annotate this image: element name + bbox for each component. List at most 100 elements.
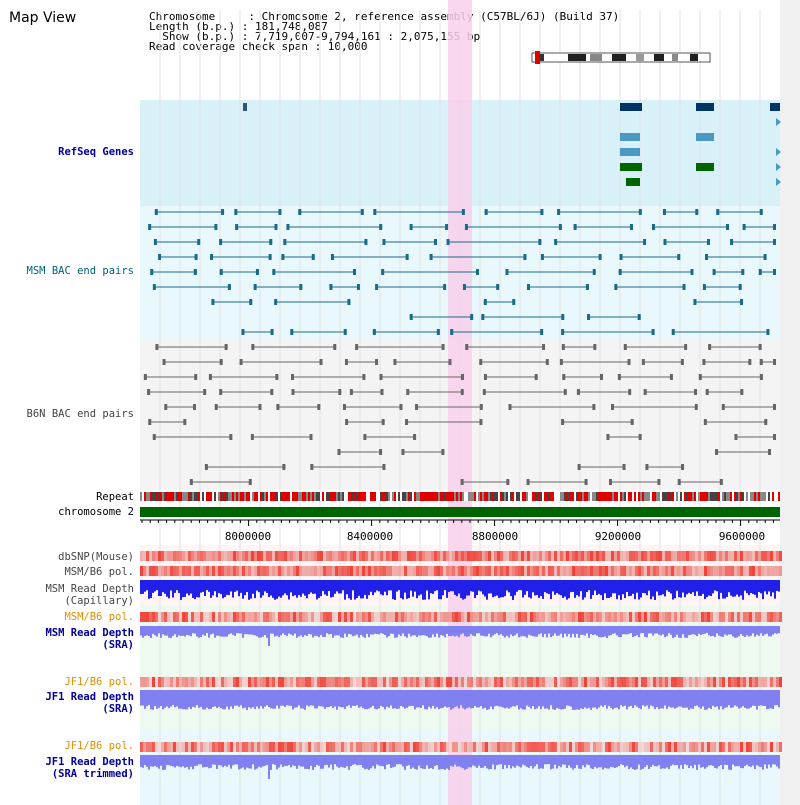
msm-b6-pol-cell	[305, 612, 308, 622]
jf1-sra-depth-bar	[358, 690, 360, 708]
msm-capillary-depth-bar	[470, 580, 472, 592]
jf1-sra-depth-bar	[762, 690, 764, 706]
track-label-jf1-b6-pol[interactable]: JF1/B6 pol.	[64, 676, 134, 688]
msm-sra-depth-bar	[778, 626, 780, 634]
jf1-sra-depth-bar	[332, 690, 334, 709]
jf1-b6-pol-cell	[146, 677, 149, 687]
track-label-msm-bac[interactable]: MSM BAC end pairs	[26, 265, 134, 277]
jf1-b6-pol-cell	[770, 742, 773, 752]
repeat-element	[294, 492, 296, 501]
repeat-element	[358, 492, 360, 501]
repeat-element	[192, 492, 194, 501]
msm-bac-end	[211, 299, 215, 305]
jf1-trimmed-depth-bar	[676, 755, 678, 766]
jf1-trimmed-depth-bar	[502, 755, 504, 770]
jf1-sra-depth-bar	[616, 690, 618, 708]
track-label-msm-depth-sra[interactable]: MSM Read Depth (SRA)	[45, 627, 134, 651]
msm-capillary-depth-bar	[750, 580, 752, 593]
repeat-element	[760, 492, 762, 501]
msm-capillary-depth-bar	[206, 580, 208, 591]
dbsnp-cell	[152, 551, 155, 561]
b6n-bac-end	[291, 374, 295, 380]
msm-sra-depth-bar	[304, 626, 306, 636]
msm-sra-depth-bar	[298, 626, 300, 637]
b6n-bac-end	[542, 344, 546, 350]
repeat-element	[378, 492, 380, 501]
b6n-bac-end	[219, 359, 223, 365]
dbsnp-cell	[422, 551, 425, 561]
msm-sra-depth-bar	[292, 626, 294, 636]
track-label-dbsnp[interactable]: dbSNP(Mouse)	[58, 551, 134, 563]
msm-sra-depth-bar	[652, 626, 654, 636]
track-label-refseq[interactable]: RefSeq Genes	[58, 146, 134, 158]
jf1-sra-depth-bar	[356, 690, 358, 706]
track-label-chromosome[interactable]: chromosome 2	[58, 506, 134, 518]
jf1-sra-depth-bar	[726, 690, 728, 708]
track-label-repeat[interactable]: Repeat	[96, 491, 134, 503]
msm-b6-pol-cell	[182, 612, 185, 622]
jf1-trimmed-depth-bar	[286, 755, 288, 766]
msm-b6-pol-cell	[638, 612, 641, 622]
jf1-trimmed-depth-bar	[456, 755, 458, 767]
dbsnp-cell	[332, 551, 335, 561]
msm-sra-depth-bar	[462, 626, 464, 634]
repeat-element	[650, 492, 652, 501]
msm-sra-depth-bar	[438, 626, 440, 638]
jf1-b6-pol-cell	[236, 677, 239, 687]
dbsnp-cell	[266, 551, 269, 561]
dbsnp-cell	[773, 551, 776, 561]
msm-bac-end	[475, 269, 479, 275]
msm-capillary-depth-bar	[426, 580, 428, 591]
msm-sra-depth-bar	[716, 626, 718, 634]
msm-capillary-depth-bar	[670, 580, 672, 594]
msm-capillary-depth-bar	[322, 580, 324, 591]
dbsnp-cell	[572, 551, 575, 561]
track-label-msm-b6-pol[interactable]: MSM/B6 pol.	[64, 566, 134, 578]
msm-b6-pol-cell	[716, 612, 719, 622]
jf1-b6-pol-cell	[497, 677, 500, 687]
msm-b6-pol-cell	[749, 612, 752, 622]
jf1-b6-pol-cell	[302, 677, 305, 687]
jf1-b6-pol-cell	[695, 677, 698, 687]
jf1-trimmed-depth-bar	[222, 755, 224, 768]
dbsnp-cell	[551, 551, 554, 561]
b6n-bac-end	[526, 479, 530, 485]
msm-capillary-depth-bar	[252, 580, 254, 594]
b6n-bac-end	[208, 374, 212, 380]
msm-sra-depth-bar	[766, 626, 768, 634]
msm-sra-depth-bar	[770, 626, 772, 637]
msm-b6-pol-cell	[173, 566, 176, 576]
refseq-gene	[696, 103, 714, 111]
repeat-element	[310, 492, 312, 501]
track-label-jf1-depth-sra[interactable]: JF1 Read Depth (SRA)	[45, 691, 134, 715]
msm-capillary-depth-bar	[678, 580, 680, 598]
msm-b6-pol-cell	[170, 612, 173, 622]
repeat-element	[346, 492, 348, 501]
jf1-trimmed-depth-bar	[608, 755, 610, 769]
track-label-b6n-bac[interactable]: B6N BAC end pairs	[26, 408, 134, 420]
jf1-b6-pol-cell	[278, 742, 281, 752]
track-label-jf1-b6-pol-2[interactable]: JF1/B6 pol.	[64, 740, 134, 752]
msm-b6-pol-cell	[563, 612, 566, 622]
msm-sra-depth-bar	[730, 626, 732, 635]
dbsnp-cell	[374, 551, 377, 561]
dbsnp-cell	[386, 551, 389, 561]
track-label-msm-b6-pol-2[interactable]: MSM/B6 pol.	[64, 611, 134, 623]
repeat-element	[502, 492, 504, 501]
msm-capillary-depth-bar	[454, 580, 456, 595]
msm-sra-depth-bar	[146, 626, 148, 636]
dbsnp-cell	[776, 551, 779, 561]
jf1-sra-depth-bar	[636, 690, 638, 707]
jf1-trimmed-depth-bar	[162, 755, 164, 770]
track-label-msm-depth-capillary[interactable]: MSM Read Depth (Capillary)	[45, 583, 134, 607]
msm-bac-end	[663, 239, 667, 245]
jf1-trimmed-depth-bar	[198, 755, 200, 765]
track-label-jf1-depth-trimmed[interactable]: JF1 Read Depth (SRA trimmed)	[45, 756, 134, 780]
jf1-b6-pol-cell	[608, 677, 611, 687]
msm-b6-pol-cell	[656, 612, 659, 622]
repeat-element	[448, 492, 450, 501]
jf1-sra-depth-bar	[596, 690, 598, 709]
jf1-b6-pol-cell	[707, 677, 710, 687]
dbsnp-cell	[737, 551, 740, 561]
